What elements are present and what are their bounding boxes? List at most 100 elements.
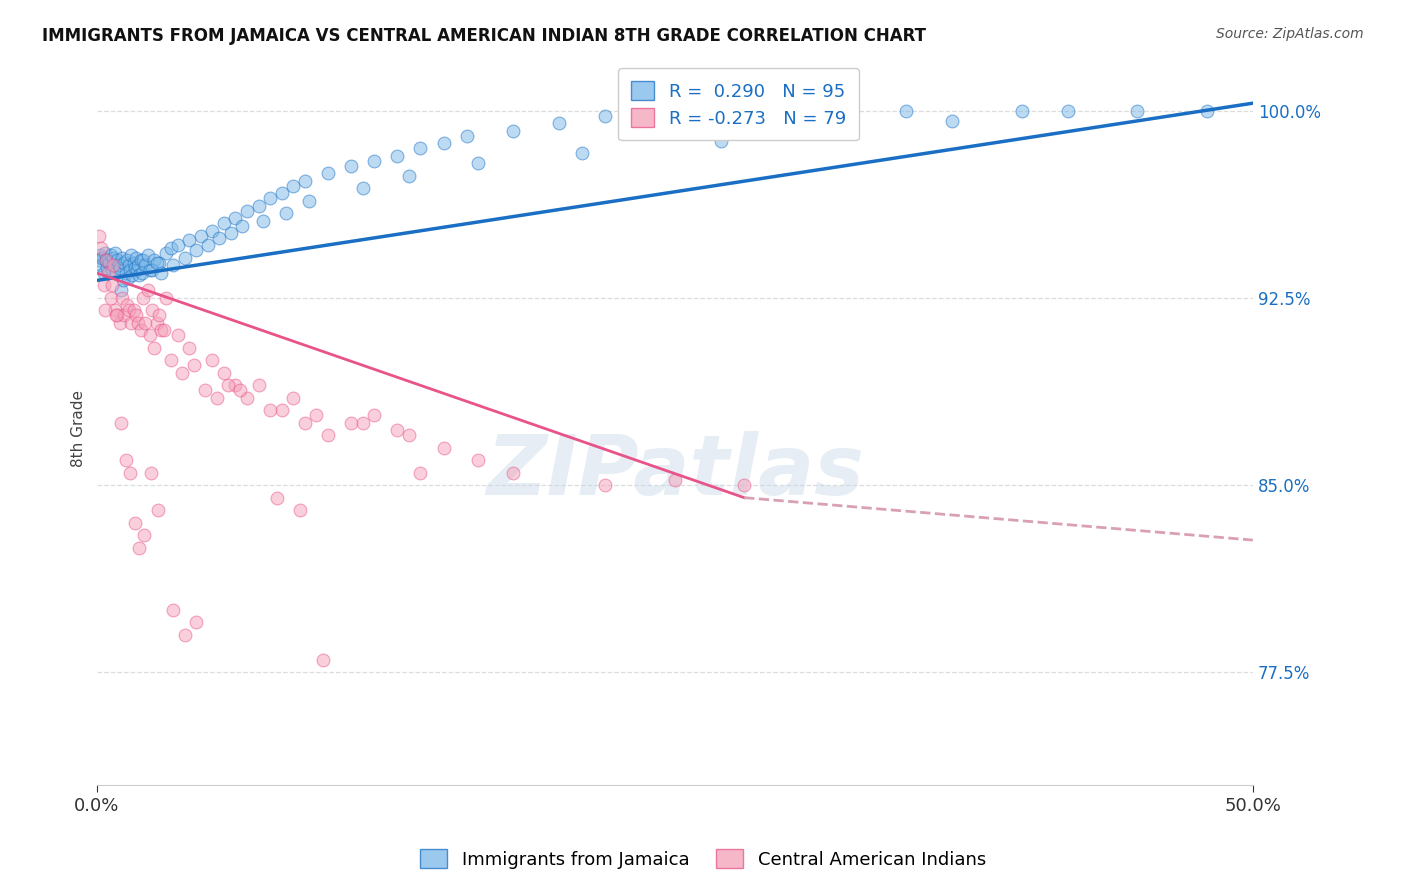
Point [166, 328, 188, 343]
Point [87, 253, 110, 268]
Point [122, 256, 145, 270]
Point [128, 268, 150, 283]
Point [127, 259, 149, 273]
Point [132, 528, 155, 542]
Point [664, 103, 686, 118]
Point [294, 416, 316, 430]
Point [409, 466, 432, 480]
Point [224, 211, 246, 225]
Point [1126, 103, 1149, 118]
Point [247, 198, 270, 212]
Point [190, 228, 212, 243]
Point [148, 309, 170, 323]
Point [108, 260, 131, 275]
Point [294, 173, 316, 187]
Point [129, 253, 152, 268]
Point [467, 156, 489, 170]
Point [205, 391, 228, 405]
Point [162, 259, 184, 273]
Point [266, 491, 288, 505]
Point [129, 323, 152, 337]
Point [155, 291, 177, 305]
Point [179, 341, 201, 355]
Point [316, 166, 339, 180]
Point [236, 203, 259, 218]
Point [733, 478, 755, 492]
Point [107, 309, 129, 323]
Point [305, 409, 328, 423]
Point [398, 169, 420, 183]
Point [128, 541, 150, 555]
Point [152, 323, 174, 337]
Point [132, 291, 155, 305]
Point [224, 378, 246, 392]
Point [288, 503, 311, 517]
Point [208, 231, 231, 245]
Point [217, 378, 239, 392]
Point [136, 248, 159, 262]
Point [595, 109, 617, 123]
Point [143, 253, 166, 268]
Point [93, 266, 115, 280]
Point [115, 298, 138, 312]
Point [122, 303, 145, 318]
Point [89, 248, 111, 262]
Point [104, 303, 127, 318]
Point [201, 353, 224, 368]
Point [456, 128, 478, 143]
Point [184, 615, 207, 630]
Point [212, 216, 235, 230]
Point [352, 416, 374, 430]
Point [93, 278, 115, 293]
Point [432, 136, 454, 150]
Point [352, 181, 374, 195]
Point [173, 251, 195, 265]
Point [1011, 103, 1033, 118]
Point [100, 248, 122, 262]
Point [117, 271, 139, 285]
Point [259, 403, 281, 417]
Point [94, 246, 117, 260]
Point [127, 316, 149, 330]
Point [141, 263, 163, 277]
Point [146, 503, 169, 517]
Point [172, 366, 194, 380]
Point [179, 234, 201, 248]
Point [252, 213, 274, 227]
Point [112, 273, 135, 287]
Point [270, 186, 292, 200]
Point [118, 259, 141, 273]
Point [120, 316, 142, 330]
Point [276, 206, 298, 220]
Point [316, 428, 339, 442]
Point [125, 309, 148, 323]
Point [143, 341, 166, 355]
Point [103, 259, 125, 273]
Point [363, 409, 385, 423]
Point [664, 473, 686, 487]
Text: Source: ZipAtlas.com: Source: ZipAtlas.com [1216, 27, 1364, 41]
Point [121, 268, 143, 283]
Point [112, 256, 135, 270]
Point [110, 416, 132, 430]
Point [120, 466, 142, 480]
Point [1056, 103, 1078, 118]
Point [387, 148, 409, 162]
Point [159, 353, 181, 368]
Point [124, 260, 146, 275]
Point [340, 416, 363, 430]
Legend: Immigrants from Jamaica, Central American Indians: Immigrants from Jamaica, Central America… [413, 841, 993, 876]
Point [184, 244, 207, 258]
Point [132, 253, 155, 268]
Point [387, 423, 409, 437]
Point [120, 248, 142, 262]
Point [150, 323, 173, 337]
Point [155, 246, 177, 260]
Point [97, 266, 120, 280]
Point [162, 603, 184, 617]
Point [201, 223, 224, 237]
Point [941, 113, 963, 128]
Legend: R =  0.290   N = 95, R = -0.273   N = 79: R = 0.290 N = 95, R = -0.273 N = 79 [619, 68, 859, 140]
Y-axis label: 8th Grade: 8th Grade [72, 391, 86, 467]
Point [105, 309, 128, 323]
